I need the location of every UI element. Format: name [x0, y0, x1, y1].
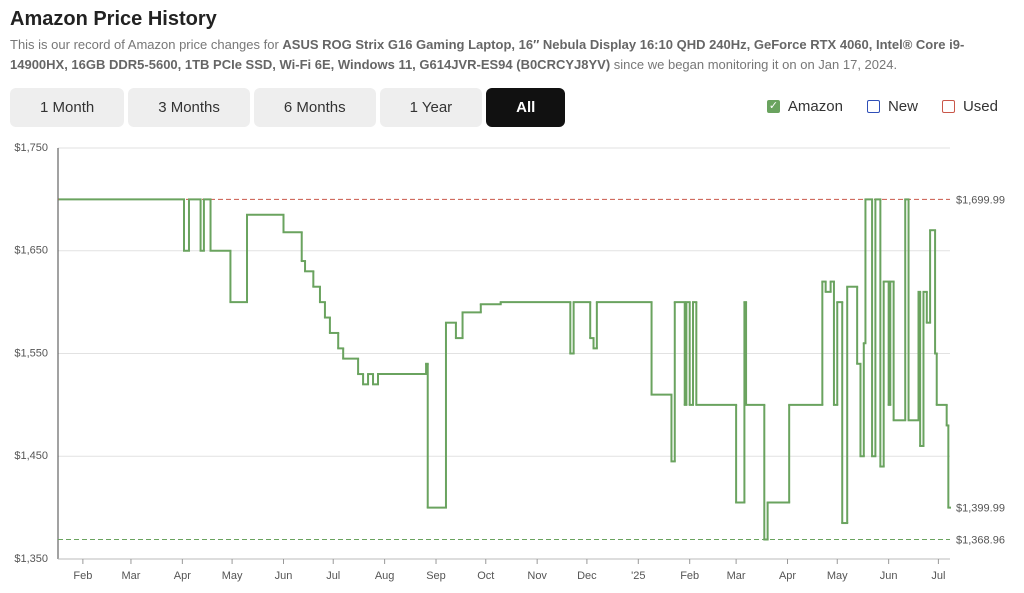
x-tick-label: Apr [174, 570, 191, 582]
y-tick-label: $1,750 [14, 142, 48, 154]
legend-label: Amazon [787, 98, 843, 115]
reference-label: $1,699.99 [956, 194, 1005, 206]
reference-label: $1,368.96 [956, 534, 1005, 546]
legend-label: Used [962, 98, 998, 115]
desc-text: since we began monitoring it on on Jan 1… [610, 57, 898, 72]
x-tick-label: Jun [880, 570, 898, 582]
range-button[interactable]: 6 Months [253, 88, 376, 127]
x-tick-label: Dec [577, 570, 597, 582]
legend-item[interactable]: Used [941, 98, 998, 115]
title: Amazon Price History [10, 8, 217, 30]
legend: ✓ Amazon New Used [766, 98, 998, 115]
legend-item[interactable]: New [866, 98, 918, 115]
y-tick-label: $1,350 [14, 553, 48, 565]
x-tick-label: Mar [727, 570, 746, 582]
product-name: ASUS ROG Strix G16 Gaming Laptop, 16″ Ne… [10, 37, 965, 72]
x-tick-label: Jul [326, 570, 340, 582]
current-price-label: $1,399.99 [956, 503, 1005, 515]
x-tick-label: Sep [426, 570, 446, 582]
x-tick-label: Apr [779, 570, 796, 582]
range-button[interactable]: 1 Year [379, 88, 483, 127]
x-tick-label: Jun [275, 570, 293, 582]
legend-checkbox[interactable] [866, 100, 880, 113]
x-tick-label: '25 [631, 570, 645, 582]
description: This is our record of Amazon price chang… [10, 35, 1010, 75]
range-button[interactable]: 3 Months [128, 88, 250, 127]
y-tick-label: $1,450 [14, 450, 48, 462]
x-tick-label: Jul [931, 570, 945, 582]
x-tick-label: Nov [527, 570, 547, 582]
x-tick-label: May [827, 570, 848, 582]
range-button[interactable]: 1 Month [10, 88, 125, 127]
legend-item[interactable]: ✓ Amazon [766, 98, 843, 115]
range-buttons: 1 Month 3 Months 6 Months 1 Year All [10, 88, 566, 127]
desc-text: This is our record of Amazon price chang… [10, 37, 283, 52]
x-tick-label: May [222, 570, 243, 582]
y-tick-label: $1,550 [14, 347, 48, 359]
x-tick-label: Aug [375, 570, 395, 582]
x-tick-label: Oct [477, 570, 494, 582]
legend-checkbox[interactable] [941, 100, 955, 113]
legend-checkbox[interactable]: ✓ [766, 100, 780, 113]
x-tick-label: Mar [121, 570, 140, 582]
x-tick-label: Feb [680, 570, 699, 582]
range-button[interactable]: All [486, 88, 566, 127]
y-tick-label: $1,650 [14, 245, 48, 257]
x-tick-label: Feb [73, 570, 92, 582]
legend-label: New [887, 98, 918, 115]
